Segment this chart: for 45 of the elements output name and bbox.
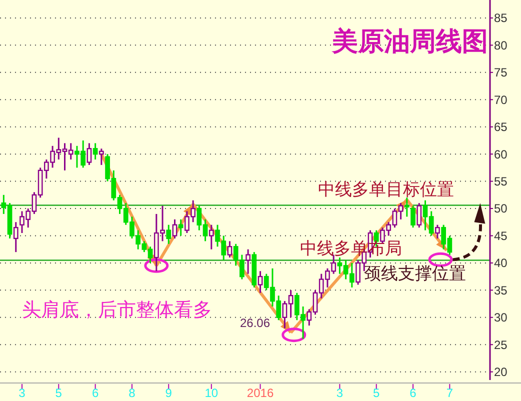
candlestick [208,224,214,250]
candlestick [92,142,98,160]
candlestick [416,202,422,228]
candlestick [178,218,184,236]
y-tick-label: 20 [494,365,508,380]
annotation: 头肩底，后市整体看多 [22,299,212,321]
y-tick-label: 60 [494,147,508,162]
y-tick-label: 70 [494,92,508,107]
y-tick-label: 35 [494,283,508,298]
x-tick-label: 5 [55,386,62,400]
y-tick-label: 75 [494,66,508,80]
x-tick-label: 3 [18,386,26,400]
annotation: 中线多单目标位置 [318,180,454,200]
candlestick [98,148,104,166]
candlestick [246,248,250,275]
y-tick-label: 80 [494,38,508,52]
candlestick [13,221,18,253]
candlestick [435,224,440,240]
y-tick-label: 25 [494,338,508,352]
x-tick-label: 10 [204,386,218,400]
annotation: 26.06 [240,316,270,330]
candlestick [404,196,410,218]
x-tick-label: 6 [410,386,417,400]
y-tick-label: 50 [494,202,508,216]
y-tick-label: 55 [494,174,508,188]
x-tick-label: 8 [128,386,136,400]
x-tick-label: 9 [165,386,172,400]
y-tick-label: 85 [494,11,508,26]
candlestick [172,218,178,240]
x-tick-label: 2016 [246,386,274,400]
candlestick [166,224,172,245]
candlestick [227,240,232,258]
candlestick [86,142,92,166]
candlestick [410,205,416,228]
y-tick-label: 40 [494,256,508,270]
x-tick-label: 5 [373,386,380,400]
y-tick-label: 45 [494,228,508,243]
y-tick-label: 30 [494,310,508,325]
y-tick-label: 65 [494,120,508,134]
x-tick-label: 3 [336,386,344,400]
x-tick-label: 7 [446,386,454,400]
text: 美原油周线图 [331,27,488,57]
candlestick [258,270,263,294]
annotation: 颈线支撑位置 [364,264,466,284]
x-tick-label: 6 [92,386,99,400]
